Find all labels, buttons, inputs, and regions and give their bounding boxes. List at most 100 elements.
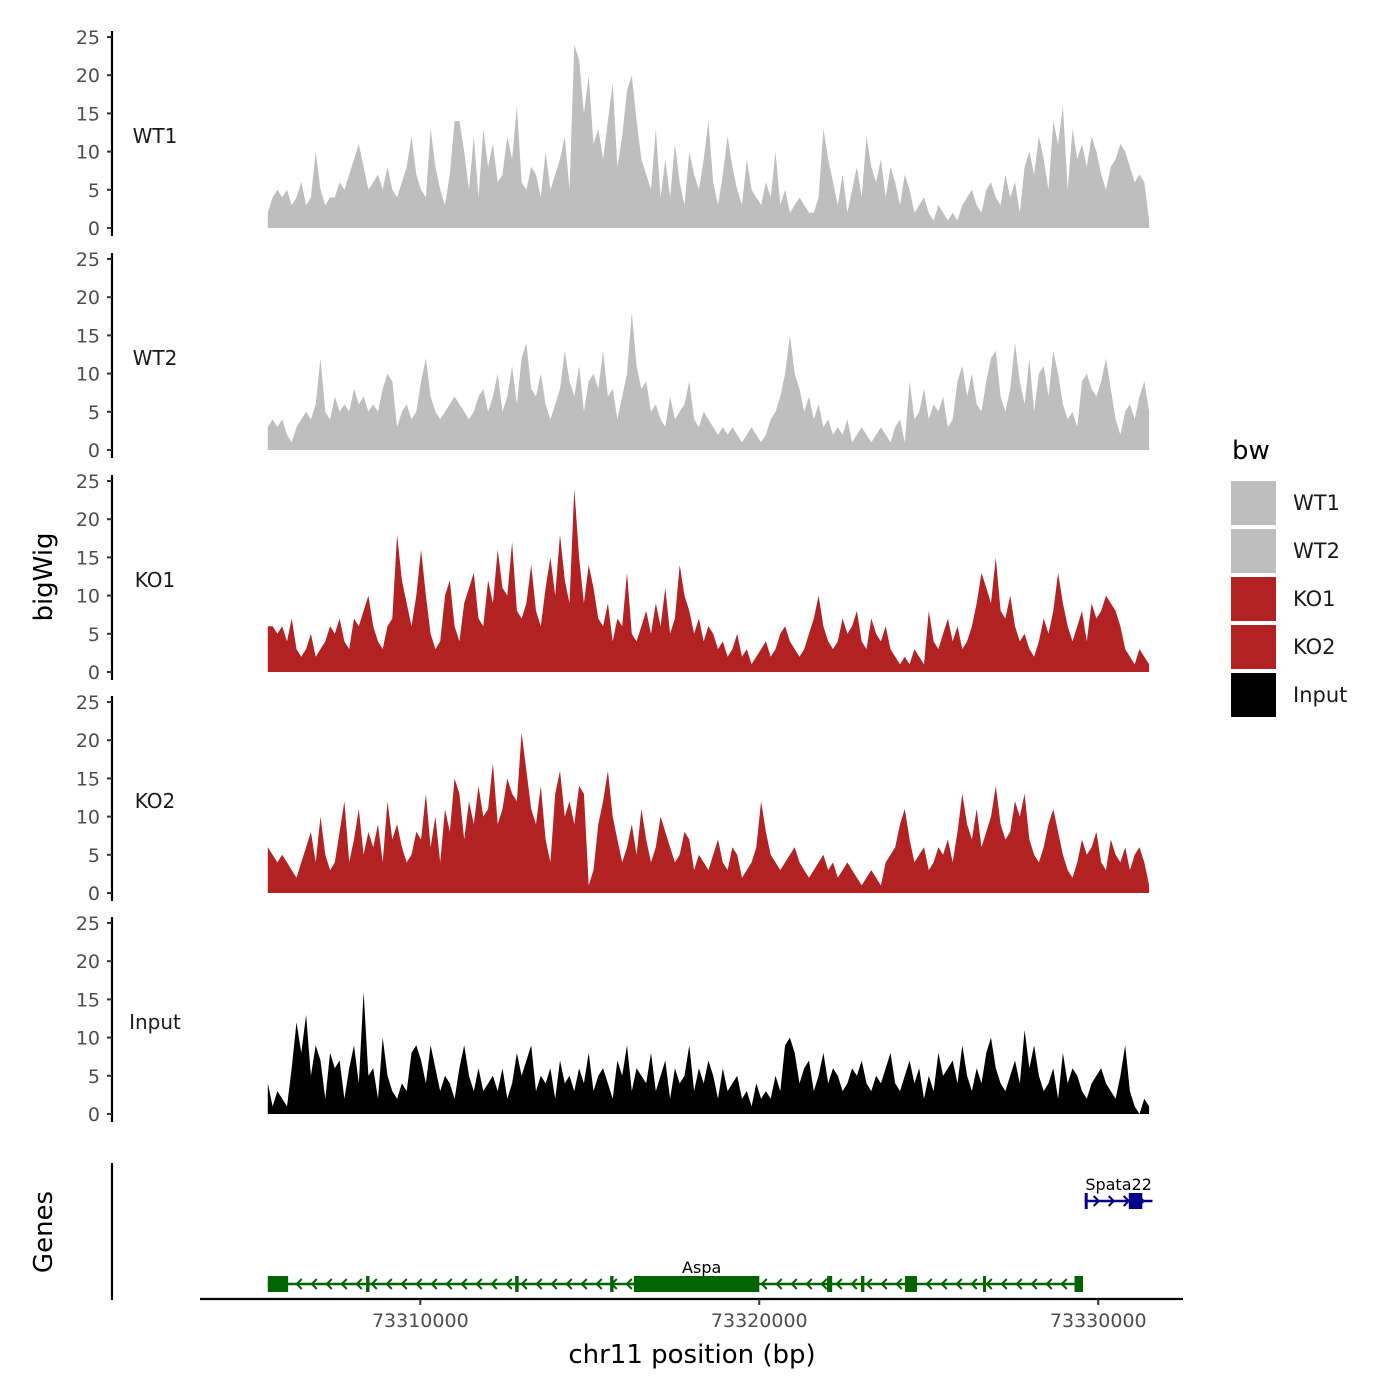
strand-arrow bbox=[460, 1278, 468, 1290]
panel-wt2: 0 5 10 15 20 25 WT2 bbox=[76, 249, 1150, 462]
exon bbox=[860, 1276, 865, 1292]
y-axis-title: bigWig bbox=[29, 532, 59, 621]
coverage-area-wt2 bbox=[267, 312, 1150, 450]
legend-key-input bbox=[1231, 673, 1276, 717]
coverage-area-ko2 bbox=[267, 732, 1150, 893]
strand-arrow bbox=[1000, 1278, 1008, 1290]
strand-arrow bbox=[415, 1278, 423, 1290]
y-tick-label: 5 bbox=[88, 624, 100, 646]
y-tick-label: 15 bbox=[76, 547, 100, 569]
strand-arrow bbox=[985, 1278, 993, 1290]
strand-arrow bbox=[550, 1278, 558, 1290]
strand-arrow bbox=[1030, 1278, 1038, 1290]
track-label-wt2: WT2 bbox=[133, 346, 178, 370]
y-tick-label: 0 bbox=[88, 1104, 100, 1126]
legend-key-ko2 bbox=[1231, 625, 1276, 669]
legend-key-ko1 bbox=[1231, 577, 1276, 621]
strand-arrow bbox=[475, 1278, 483, 1290]
y-tick-label: 0 bbox=[88, 440, 100, 462]
y-tick-label: 5 bbox=[88, 845, 100, 867]
strand-arrow bbox=[835, 1278, 843, 1290]
y-tick-label: 0 bbox=[88, 662, 100, 684]
exon bbox=[983, 1276, 987, 1292]
strand-arrow bbox=[535, 1278, 543, 1290]
y-tick-label: 15 bbox=[76, 325, 100, 347]
y-tick-label: 20 bbox=[76, 65, 100, 87]
strand-arrow bbox=[310, 1278, 318, 1290]
y-tick-label: 20 bbox=[76, 509, 100, 531]
strand-arrow bbox=[565, 1278, 573, 1290]
x-tick-label: 73310000 bbox=[372, 1310, 469, 1332]
x-axis-ticks: 73310000 73320000 73330000 bbox=[372, 1299, 1147, 1332]
strand-arrow bbox=[400, 1278, 408, 1290]
strand-arrow bbox=[580, 1278, 588, 1290]
strand-arrow bbox=[895, 1278, 903, 1290]
panel-ko2: 0 5 10 15 20 25 KO2 bbox=[76, 692, 1150, 905]
y-tick-label: 25 bbox=[76, 249, 100, 271]
gene-label-spata22: Spata22 bbox=[1085, 1175, 1152, 1194]
gene-spata22: Spata22 bbox=[1084, 1175, 1153, 1209]
panel-wt1: 0 5 10 15 20 25 WT1 bbox=[76, 27, 1150, 240]
y-tick-label: 5 bbox=[88, 180, 100, 202]
exon bbox=[827, 1276, 833, 1292]
coverage-area-input bbox=[267, 991, 1150, 1114]
x-tick-label: 73320000 bbox=[711, 1310, 808, 1332]
legend-label-ko2: KO2 bbox=[1293, 635, 1336, 659]
y-tick-label: 15 bbox=[76, 768, 100, 790]
coverage-area-wt1 bbox=[267, 44, 1150, 228]
y-tick-label: 5 bbox=[88, 402, 100, 424]
y-tick-label: 25 bbox=[76, 913, 100, 935]
y-tick-label: 10 bbox=[76, 142, 100, 164]
x-tick-label: 73330000 bbox=[1050, 1310, 1147, 1332]
gene-aspa: Aspa bbox=[267, 1258, 1084, 1292]
y-tick-label: 0 bbox=[88, 218, 100, 240]
legend-key-wt1 bbox=[1231, 481, 1276, 525]
legend-label-wt2: WT2 bbox=[1293, 539, 1340, 563]
strand-arrow bbox=[805, 1278, 813, 1290]
strand-arrow bbox=[520, 1278, 528, 1290]
strand-arrow bbox=[1015, 1278, 1023, 1290]
y-tick-label: 20 bbox=[76, 730, 100, 752]
strand-arrow bbox=[295, 1278, 303, 1290]
strand-arrow bbox=[340, 1278, 348, 1290]
track-label-wt1: WT1 bbox=[133, 124, 178, 148]
y-tick-label: 5 bbox=[88, 1066, 100, 1088]
strand-arrow bbox=[625, 1278, 633, 1290]
legend-label-ko1: KO1 bbox=[1293, 587, 1336, 611]
strand-arrow bbox=[760, 1278, 768, 1290]
panel-input: 0 5 10 15 20 25 Input bbox=[76, 913, 1150, 1126]
legend-label-input: Input bbox=[1293, 683, 1347, 707]
track-label-ko1: KO1 bbox=[135, 568, 176, 592]
strand-arrow bbox=[865, 1278, 873, 1290]
exon bbox=[1084, 1193, 1088, 1209]
strand-arrow bbox=[490, 1278, 498, 1290]
legend: bw WT1 WT2 KO1 KO2 Input bbox=[1231, 436, 1347, 717]
x-axis-title: chr11 position (bp) bbox=[568, 1340, 815, 1370]
strand-arrow bbox=[775, 1278, 783, 1290]
genes-axis-title: Genes bbox=[29, 1191, 59, 1273]
strand-arrow bbox=[1107, 1195, 1116, 1207]
coverage-area-ko1 bbox=[267, 488, 1150, 672]
exon bbox=[1074, 1276, 1084, 1292]
exon bbox=[1128, 1193, 1143, 1209]
strand-arrow bbox=[1092, 1195, 1101, 1207]
legend-label-wt1: WT1 bbox=[1293, 491, 1340, 515]
y-tick-label: 25 bbox=[76, 692, 100, 714]
legend-title: bw bbox=[1232, 436, 1270, 466]
track-label-ko2: KO2 bbox=[135, 789, 176, 813]
strand-arrow bbox=[925, 1278, 933, 1290]
strand-arrow bbox=[1122, 1195, 1131, 1207]
gene-models: Aspa Spata22 bbox=[267, 1175, 1153, 1292]
strand-arrow bbox=[595, 1278, 603, 1290]
strand-arrow bbox=[325, 1278, 333, 1290]
y-tick-label: 0 bbox=[88, 883, 100, 905]
exon bbox=[905, 1276, 917, 1292]
y-tick-label: 25 bbox=[76, 27, 100, 49]
strand-arrow bbox=[385, 1278, 393, 1290]
strand-arrow bbox=[820, 1278, 828, 1290]
y-tick-label: 10 bbox=[76, 586, 100, 608]
exon bbox=[366, 1276, 370, 1292]
legend-key-wt2 bbox=[1231, 529, 1276, 573]
gene-panel: Genes Aspa Spata22 73310000 73320000 733300… bbox=[29, 1163, 1183, 1332]
